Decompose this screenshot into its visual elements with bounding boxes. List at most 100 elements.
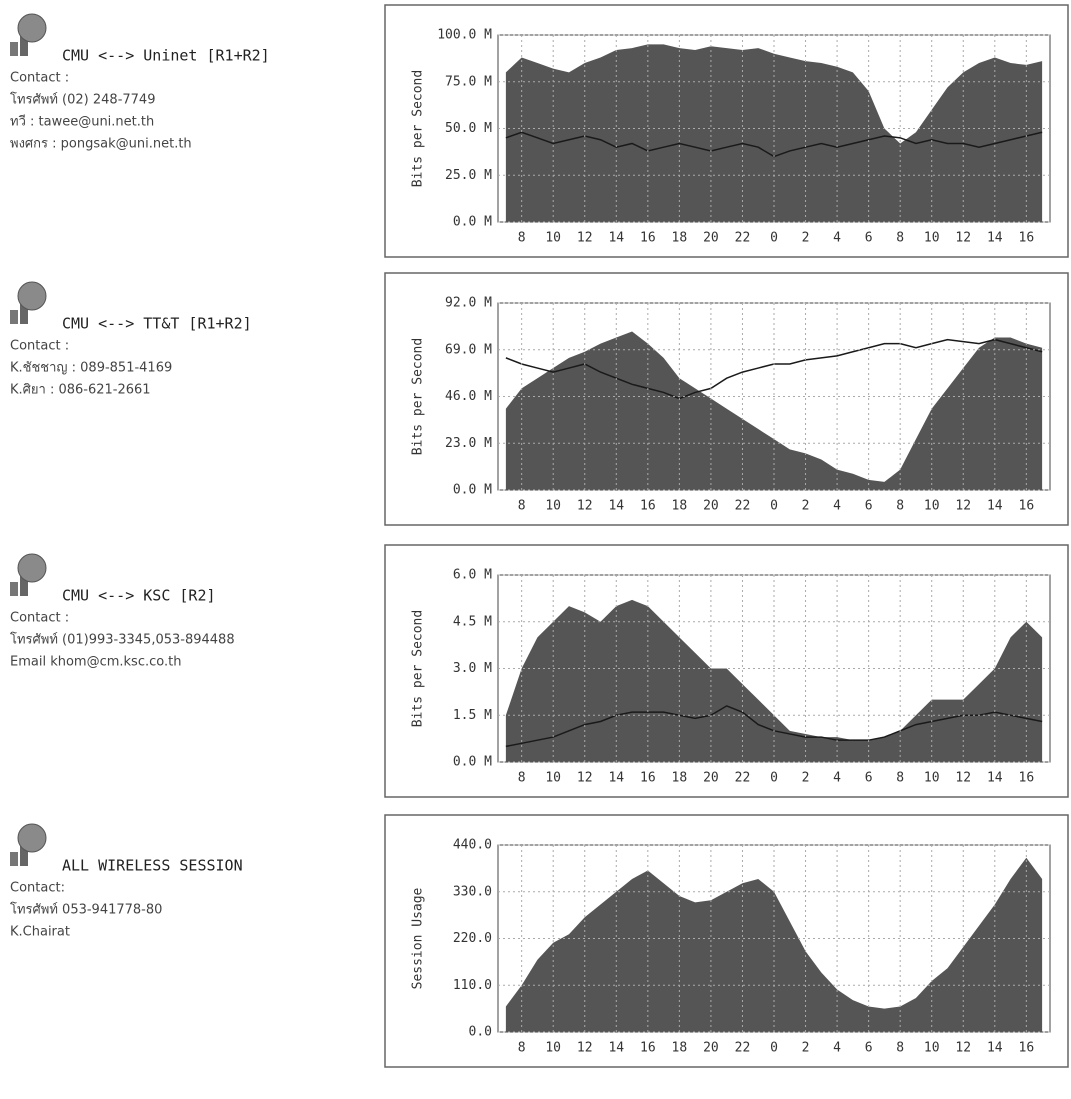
x-tick-label: 16 [640, 771, 656, 786]
y-tick-label: 110.0 [453, 978, 492, 993]
y-tick-label: 1.5 M [453, 708, 492, 723]
server-icon [10, 554, 46, 596]
contact-line: K.ชัชชาญ : 089-851-4169 [10, 361, 172, 376]
x-tick-label: 2 [802, 1041, 810, 1056]
x-tick-label: 10 [924, 1041, 940, 1056]
x-tick-label: 16 [1019, 231, 1035, 246]
contact-line: Contact : [10, 71, 69, 86]
contact-line: โทรศัพท์ (02) 248-7749 [10, 92, 155, 108]
contact-line: Contact : [10, 339, 69, 354]
y-tick-label: 23.0 M [445, 436, 492, 451]
x-tick-label: 18 [672, 771, 688, 786]
x-tick-label: 2 [802, 771, 810, 786]
y-tick-label: 50.0 M [445, 121, 492, 136]
x-tick-label: 16 [640, 499, 656, 514]
x-tick-label: 16 [1019, 1041, 1035, 1056]
x-tick-label: 4 [833, 1041, 841, 1056]
x-tick-label: 10 [545, 1041, 561, 1056]
y-tick-label: 69.0 M [445, 342, 492, 357]
contact-line: K.ศิยา : 086-621-2661 [10, 383, 151, 398]
y-tick-label: 0.0 M [453, 755, 492, 770]
page: CMU <--> Uninet [R1+R2]Contact :โทรศัพท์… [0, 0, 1071, 1099]
x-tick-label: 4 [833, 499, 841, 514]
x-tick-label: 8 [518, 771, 526, 786]
panel-title: CMU <--> TT&T [R1+R2] [62, 315, 252, 333]
contact-line: Contact : [10, 611, 69, 626]
icon-bar [10, 582, 18, 596]
x-tick-label: 12 [955, 771, 971, 786]
icon-globe [18, 554, 46, 582]
x-tick-label: 14 [608, 771, 624, 786]
x-tick-label: 2 [802, 231, 810, 246]
y-tick-label: 100.0 M [437, 28, 492, 43]
x-tick-label: 10 [924, 771, 940, 786]
y-tick-label: 0.0 M [453, 483, 492, 498]
server-icon [10, 824, 46, 866]
icon-globe [18, 824, 46, 852]
y-tick-label: 330.0 [453, 884, 492, 899]
x-tick-label: 20 [703, 771, 719, 786]
x-tick-label: 10 [545, 231, 561, 246]
x-tick-label: 10 [545, 499, 561, 514]
y-tick-label: 3.0 M [453, 661, 492, 676]
x-tick-label: 22 [735, 771, 751, 786]
x-tick-label: 14 [987, 1041, 1003, 1056]
y-axis-label: Session Usage [411, 887, 426, 989]
x-tick-label: 12 [577, 499, 593, 514]
icon-bar [10, 310, 18, 324]
icon-bar [10, 42, 18, 56]
x-tick-label: 8 [896, 771, 904, 786]
x-tick-label: 14 [987, 771, 1003, 786]
x-tick-label: 22 [735, 231, 751, 246]
x-tick-label: 4 [833, 771, 841, 786]
y-tick-label: 6.0 M [453, 568, 492, 583]
x-tick-label: 16 [640, 1041, 656, 1056]
x-tick-label: 12 [955, 499, 971, 514]
x-tick-label: 20 [703, 231, 719, 246]
x-tick-label: 8 [896, 499, 904, 514]
x-tick-label: 8 [896, 231, 904, 246]
x-tick-label: 16 [640, 231, 656, 246]
x-tick-label: 12 [577, 1041, 593, 1056]
y-tick-label: 4.5 M [453, 614, 492, 629]
contact-line: โทรศัพท์ 053-941778-80 [10, 902, 162, 918]
x-tick-label: 14 [608, 1041, 624, 1056]
x-tick-label: 14 [987, 231, 1003, 246]
x-tick-label: 18 [672, 499, 688, 514]
x-tick-label: 10 [545, 771, 561, 786]
y-tick-label: 440.0 [453, 838, 492, 853]
contact-line: Email khom@cm.ksc.co.th [10, 655, 181, 670]
contact-line: K.Chairat [10, 925, 70, 940]
contact-line: ทวี : tawee@uni.net.th [10, 114, 154, 130]
x-tick-label: 0 [770, 499, 778, 514]
x-tick-label: 12 [955, 1041, 971, 1056]
x-tick-label: 10 [924, 499, 940, 514]
x-tick-label: 12 [577, 231, 593, 246]
x-tick-label: 20 [703, 499, 719, 514]
x-tick-label: 6 [865, 771, 873, 786]
y-tick-label: 75.0 M [445, 74, 492, 89]
panel-title: CMU <--> KSC [R2] [62, 587, 216, 605]
x-tick-label: 8 [518, 231, 526, 246]
y-axis-label: Bits per Second [411, 610, 426, 727]
x-tick-label: 14 [608, 499, 624, 514]
y-tick-label: 0.0 M [453, 215, 492, 230]
panel-title: ALL WIRELESS SESSION [62, 857, 243, 875]
x-tick-label: 8 [518, 499, 526, 514]
x-tick-label: 22 [735, 499, 751, 514]
y-tick-label: 46.0 M [445, 389, 492, 404]
x-tick-label: 16 [1019, 771, 1035, 786]
y-tick-label: 25.0 M [445, 168, 492, 183]
x-tick-label: 0 [770, 771, 778, 786]
y-axis-label: Bits per Second [411, 338, 426, 455]
x-tick-label: 2 [802, 499, 810, 514]
server-icon [10, 282, 46, 324]
contact-line: Contact: [10, 881, 65, 896]
server-icon [10, 14, 46, 56]
x-tick-label: 10 [924, 231, 940, 246]
x-tick-label: 8 [896, 1041, 904, 1056]
x-tick-label: 6 [865, 499, 873, 514]
icon-globe [18, 14, 46, 42]
icon-globe [18, 282, 46, 310]
x-tick-label: 4 [833, 231, 841, 246]
